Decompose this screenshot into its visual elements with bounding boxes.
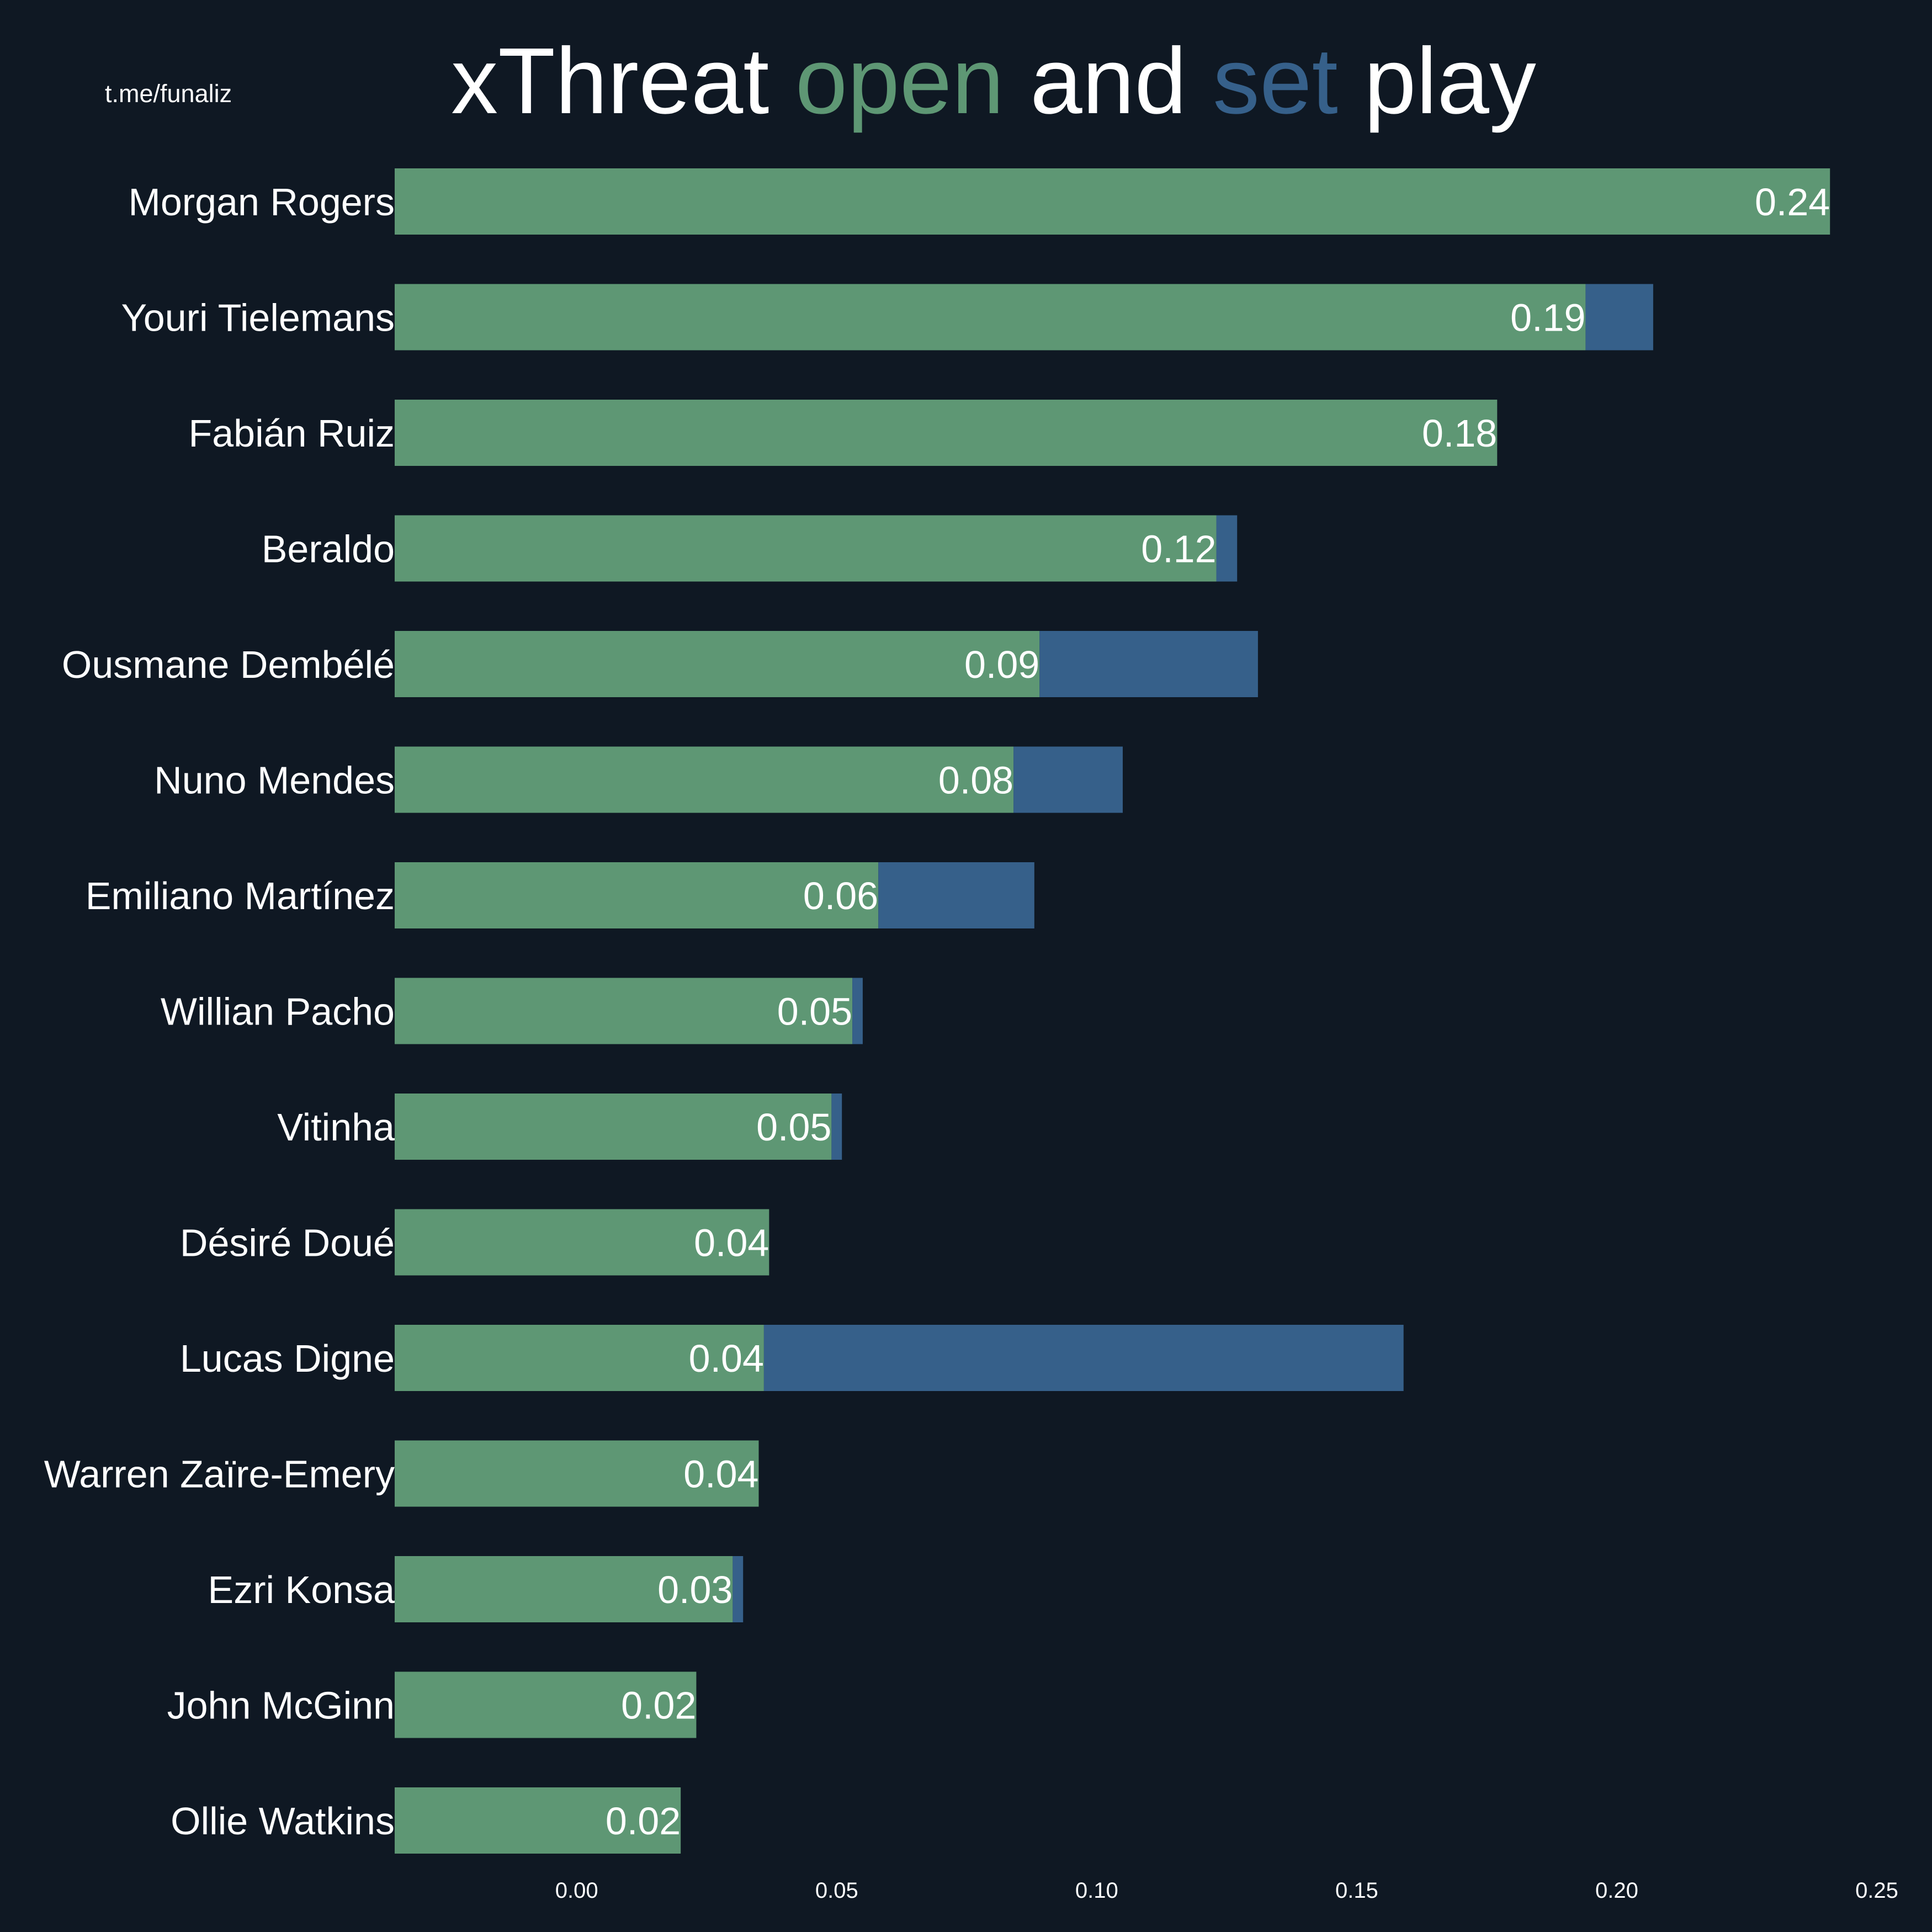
value-label: 0.09 — [964, 643, 1039, 686]
bar-set — [831, 1094, 842, 1160]
chart-title: xThreat open and set play — [451, 29, 1536, 134]
player-label: John McGinn — [167, 1684, 395, 1727]
bar-open — [395, 746, 1014, 813]
bar-open — [395, 1440, 759, 1507]
value-label: 0.18 — [1422, 412, 1497, 455]
bar-open — [395, 1094, 832, 1160]
bar-open — [395, 978, 853, 1044]
bar-set — [1585, 284, 1653, 351]
player-label: Fabián Ruiz — [188, 412, 395, 455]
bar-open — [395, 631, 1040, 697]
value-label: 0.02 — [606, 1800, 681, 1843]
player-label: Emiliano Martínez — [86, 874, 395, 917]
player-label: Willian Pacho — [161, 990, 395, 1033]
x-tick-label: 0.10 — [1075, 1878, 1118, 1903]
bars-group: Morgan Rogers 0.24 Youri Tielemans 0.19 Fabi… — [44, 168, 1830, 1854]
x-tick-label: 0.05 — [815, 1878, 858, 1903]
player-label: Ollie Watkins — [171, 1800, 395, 1843]
credit-text: t.me/funaliz — [105, 79, 232, 108]
bar-open — [395, 515, 1217, 582]
x-tick-label: 0.15 — [1335, 1878, 1378, 1903]
value-label: 0.03 — [657, 1568, 733, 1611]
bar-open — [395, 1325, 764, 1391]
x-tick-label: 0.20 — [1595, 1878, 1638, 1903]
bar-open — [395, 168, 1830, 235]
value-label: 0.06 — [803, 874, 878, 917]
bar-set — [1039, 631, 1258, 697]
bar-set — [763, 1325, 1404, 1391]
player-label: Beraldo — [262, 528, 395, 571]
title-part: set — [1213, 29, 1338, 134]
title-part: open — [795, 29, 1004, 134]
value-label: 0.19 — [1510, 296, 1585, 339]
value-label: 0.12 — [1141, 528, 1216, 571]
player-label: Vitinha — [277, 1106, 395, 1149]
title-part: xThreat — [451, 29, 795, 134]
player-label: Morgan Rogers — [129, 181, 395, 224]
bar-open — [395, 1209, 769, 1276]
value-label: 0.04 — [694, 1222, 769, 1265]
value-label: 0.05 — [777, 990, 852, 1033]
player-label: Warren Zaïre-Emery — [44, 1453, 395, 1496]
bar-set — [878, 862, 1034, 928]
player-label: Nuno Mendes — [154, 759, 395, 802]
bar-set — [1216, 515, 1238, 582]
title-part: and — [1004, 29, 1213, 134]
player-label: Désiré Doué — [180, 1222, 395, 1265]
player-label: Ezri Konsa — [208, 1568, 395, 1611]
bar-open — [395, 1556, 733, 1622]
value-label: 0.02 — [621, 1684, 696, 1727]
value-label: 0.04 — [689, 1337, 764, 1380]
value-label: 0.05 — [756, 1106, 831, 1149]
bar-set — [852, 978, 863, 1044]
title-part: play — [1338, 29, 1536, 134]
x-tick-label: 0.00 — [555, 1878, 598, 1903]
bar-open — [395, 862, 879, 928]
bar-set — [1013, 746, 1123, 813]
player-label: Ousmane Dembélé — [62, 643, 395, 686]
value-label: 0.24 — [1755, 181, 1830, 224]
value-label: 0.08 — [938, 759, 1013, 802]
player-label: Youri Tielemans — [121, 296, 395, 339]
value-label: 0.04 — [683, 1453, 758, 1496]
bar-open — [395, 1671, 697, 1738]
bar-open — [395, 284, 1586, 351]
player-label: Lucas Digne — [180, 1337, 395, 1380]
x-axis-ticks: 0.00 0.05 0.10 0.15 0.20 0.25 — [555, 1878, 1898, 1903]
bar-set — [733, 1556, 744, 1622]
bar-open — [395, 1787, 681, 1854]
bar-open — [395, 400, 1498, 466]
x-tick-label: 0.25 — [1855, 1878, 1898, 1903]
